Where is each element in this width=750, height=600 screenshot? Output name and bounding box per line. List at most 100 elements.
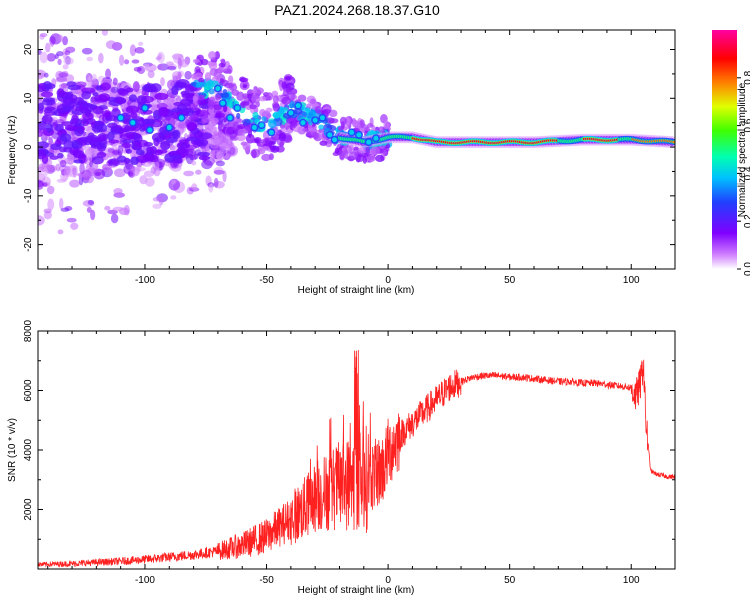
spectrogram-cell — [373, 135, 379, 141]
spectrogram-cell — [272, 95, 279, 104]
spectrogram-cell — [178, 115, 184, 121]
spectrogram-cell — [236, 91, 245, 101]
spectrogram-cell — [105, 68, 111, 80]
spectrogram-cell — [142, 105, 148, 111]
spectrogram-cell — [130, 120, 136, 126]
spectrogram-cell — [135, 155, 150, 163]
snr-y-tick-label: 4000 — [23, 438, 34, 461]
spectrogram-cell — [67, 30, 71, 31]
snr-x-label: Height of straight line (km) — [298, 585, 415, 596]
spectrogram-y-tick-label: 10 — [23, 92, 34, 104]
spectrogram-cell — [672, 140, 675, 144]
spectrogram-cell — [197, 98, 207, 106]
spectrogram-cell — [288, 110, 294, 116]
spectrogram-cell — [89, 134, 99, 144]
spectrogram-cell — [284, 122, 290, 130]
spectrogram-cell — [138, 41, 144, 47]
spectrogram-y-ticks: -20 -10 0 10 20 — [23, 44, 675, 270]
spectrogram-cell — [183, 170, 195, 177]
spectrogram-cell — [191, 160, 197, 166]
spectrogram-cell — [125, 105, 140, 114]
spectrogram-cell — [264, 137, 270, 144]
spectrogram-cell — [100, 82, 112, 91]
spectrogram-cell — [108, 159, 121, 167]
spectrogram-cell — [129, 165, 136, 174]
spectrogram-cell — [59, 197, 64, 210]
spectrogram-cell — [312, 131, 319, 140]
spectrogram-cell — [102, 110, 112, 118]
spectrogram-cell — [302, 127, 308, 132]
spectrogram-cell — [220, 100, 226, 106]
spectrogram-cell — [254, 138, 260, 144]
spectrogram-cell — [208, 51, 217, 60]
spectrogram-cell — [181, 93, 196, 99]
spectrogram-cell — [57, 152, 64, 159]
spectrogram-cell — [300, 120, 306, 126]
spectrogram-cell — [112, 206, 124, 212]
spectrogram-cell — [96, 123, 108, 133]
spectrogram-cell — [104, 205, 111, 211]
spectrogram-cell — [261, 153, 272, 162]
spectrogram-cell — [130, 156, 140, 165]
spectrogram-cell — [67, 84, 82, 91]
spectrogram-cell — [206, 79, 215, 90]
spectrogram-cell — [98, 105, 108, 110]
spectrogram-cell — [242, 118, 251, 126]
spectrogram-frame — [37, 29, 676, 270]
spectrogram-cell — [69, 179, 80, 188]
spectrogram-cell — [325, 139, 333, 148]
spectrogram-x-ticks: -100 -50 0 50 100 — [47, 30, 657, 286]
snr-x-tick-label: -100 — [135, 575, 155, 586]
spectrogram-cell — [171, 71, 182, 81]
spectrogram-cell — [133, 66, 142, 72]
figure-title: PAZ1.2024.268.18.37.G10 — [274, 2, 440, 18]
spectrogram-cell — [123, 204, 130, 216]
spectrogram-cell — [142, 63, 150, 71]
spectrogram-cell — [291, 118, 298, 129]
spectrogram-cell — [176, 142, 191, 149]
spectrogram-cell — [345, 116, 351, 126]
spectrogram-cell — [261, 146, 270, 151]
spectrogram-y-tick-label: -10 — [23, 188, 34, 203]
spectrogram-cell — [259, 108, 267, 117]
spectrogram-cell — [47, 198, 55, 211]
spectrogram-cell — [53, 23, 61, 30]
spectrogram-cell — [149, 154, 159, 163]
spectrogram-cell — [366, 139, 372, 145]
spectrogram-cell — [171, 179, 177, 185]
spectrogram-cell — [147, 127, 153, 133]
spectrogram-cell — [186, 121, 197, 132]
spectrogram-cell — [375, 154, 385, 163]
spectrogram-cell — [327, 132, 333, 138]
spectrogram-cell — [171, 129, 181, 140]
spectrogram-cell — [215, 151, 225, 161]
spectrogram-cell — [215, 112, 225, 119]
spectrogram-cell — [378, 126, 386, 133]
spectrogram-cell — [208, 61, 218, 70]
spectrogram-cell — [59, 159, 67, 168]
spectrogram-cell — [46, 123, 53, 133]
spectrogram-cell — [197, 151, 211, 157]
spectrogram-cell — [328, 109, 338, 118]
spectrogram-cell — [81, 90, 92, 100]
snr-y-tick-label: 8000 — [23, 319, 34, 342]
spectrogram-cell — [212, 104, 222, 111]
spectrogram-cell — [172, 154, 182, 160]
spectrogram-cell — [295, 103, 301, 109]
spectrogram-cell — [131, 59, 140, 64]
spectrogram-cell — [38, 128, 44, 138]
spectrogram-cell — [265, 107, 273, 113]
spectrogram-cell — [38, 179, 44, 190]
spectrogram-cell — [59, 133, 72, 142]
spectrogram-cell — [192, 95, 198, 102]
spectrogram-cell — [215, 86, 221, 92]
spectrogram-cell — [334, 147, 339, 154]
spectrogram-y-tick-label: -20 — [23, 237, 34, 252]
snr-series-line — [38, 349, 675, 568]
spectrogram-cell — [63, 165, 71, 176]
spectrogram-cell — [259, 96, 267, 102]
spectrogram-cell — [118, 115, 124, 121]
spectrogram-cell — [123, 59, 130, 65]
